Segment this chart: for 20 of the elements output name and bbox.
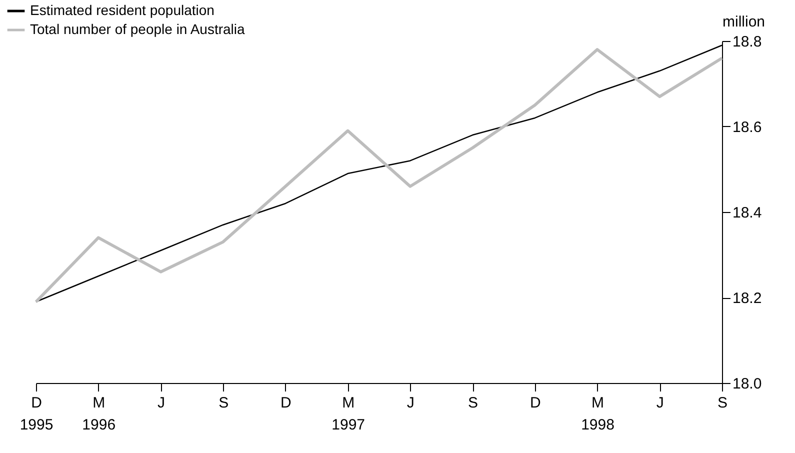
x-tick-label: S bbox=[717, 394, 728, 412]
x-tick-label: D bbox=[530, 394, 541, 412]
x-tick-label: S bbox=[468, 394, 478, 412]
legend-label: Estimated resident population bbox=[30, 2, 214, 18]
y-axis-title: million bbox=[722, 14, 766, 30]
x-tick-label: M 1996 bbox=[82, 394, 116, 434]
y-tick-label: 18.0 bbox=[732, 376, 762, 392]
x-tick-label: D 1995 bbox=[20, 394, 54, 434]
legend-label: Total number of people in Australia bbox=[30, 21, 246, 37]
x-tick-label: M 1998 bbox=[581, 394, 614, 434]
x-tick-label: M 1997 bbox=[332, 394, 366, 434]
x-tick-label: J bbox=[656, 394, 664, 412]
y-tick-label: 18.2 bbox=[732, 290, 762, 307]
x-tick-label: S bbox=[218, 394, 229, 412]
y-tick-label: 18.8 bbox=[732, 34, 762, 50]
y-tick-label: 18.4 bbox=[732, 204, 762, 222]
x-tick-label: D bbox=[280, 394, 292, 412]
y-tick-label: 18.6 bbox=[732, 119, 762, 136]
x-tick-label: J bbox=[157, 394, 165, 412]
x-tick-label: J bbox=[406, 394, 414, 412]
